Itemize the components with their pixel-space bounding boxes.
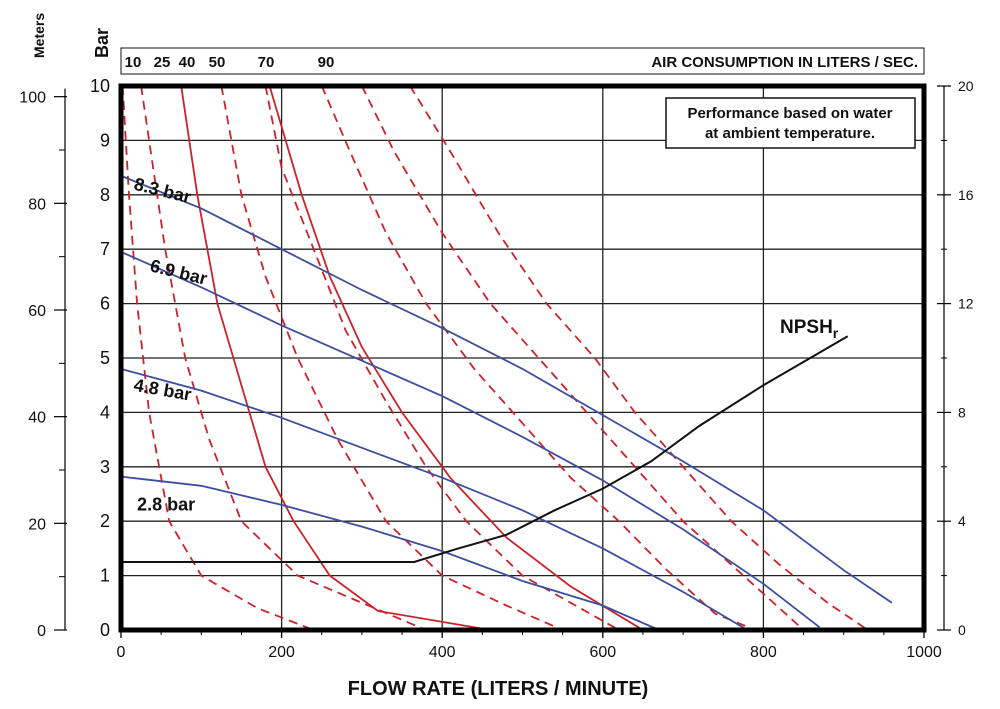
bar-tick-label-0: 0 [100,620,110,640]
pressure-labels: 8.3 bar 6.9 bar 4.8 bar 2.8 bar [132,174,209,514]
meters-tick-label-0: 0 [37,623,46,640]
air-header-label-50: 50 [209,54,226,71]
meters-tick-label-20: 20 [28,516,46,533]
bar-tick-label-3: 3 [100,457,110,477]
x-axis-label: FLOW RATE (LITERS / MINUTE) [348,678,649,700]
bar-axis-label: Bar [92,28,112,58]
air-header-label-25: 25 [154,54,171,71]
note-line-2: at ambient temperature. [705,125,875,142]
npsh-curve [121,335,849,563]
right-tick-label-8: 8 [958,404,966,420]
meters-tick-label-60: 60 [28,303,46,320]
air-consumption-header [120,47,925,75]
bar-tick-label-1: 1 [100,566,110,586]
npsh-label-sub: r [833,325,839,341]
air-curve-50 [220,85,564,631]
bar-tick-label-2: 2 [100,511,110,531]
air-curve-70b [268,85,644,631]
npsh-label-main: NPSH [780,317,833,338]
pressure-curve-2-8-bar [120,475,660,631]
x-tick-label-1000: 1000 [906,644,942,661]
pressure-curves [120,174,893,631]
pressure-label-2-8-bar: 2.8 bar [137,494,195,514]
air-curve-90a [320,85,756,631]
right-tick-label-0: 0 [958,622,966,638]
air-consumption-label: AIR CONSUMPTION IN LITERS / SEC. [651,54,918,71]
right-tick-label-20: 20 [958,78,974,94]
x-tick-label-600: 600 [589,644,616,661]
air-header-label-90: 90 [318,54,335,71]
note-box [665,97,916,149]
grid [121,86,924,630]
npsh-line [121,335,849,563]
air-header-label-40: 40 [179,54,196,71]
air-header-label-70: 70 [258,54,275,71]
x-tick-label-800: 800 [750,644,777,661]
x-tick-label-400: 400 [429,644,456,661]
air-curve-90c [409,85,869,631]
air-curve-10 [121,85,315,631]
air-curve-40 [180,85,491,631]
pressure-curve-4-8-bar [120,368,748,631]
x-tick-label-0: 0 [117,644,126,661]
bar-tick-label-8: 8 [100,185,110,205]
air-curve-90b [361,85,805,631]
air-header-label-10: 10 [125,54,142,71]
bar-tick-label-10: 10 [90,76,110,96]
right-tick-label-16: 16 [958,187,974,203]
meters-axis-label: Meters [31,13,47,58]
meters-tick-label-100: 100 [19,90,46,107]
air-curve-25 [140,85,427,631]
bar-tick-label-4: 4 [100,402,110,422]
npsh-label: NPSHr [780,317,839,341]
bar-tick-label-6: 6 [100,294,110,314]
right-tick-label-4: 4 [958,513,966,529]
meters-tick-label-40: 40 [28,410,46,427]
pressure-label-4-8-bar: 4.8 bar [132,375,193,405]
note-line-1: Performance based on water [687,105,892,122]
pressure-label-6-9-bar: 6.9 bar [148,255,209,288]
air-consumption-curves [121,85,869,631]
meters-tick-label-80: 80 [28,196,46,213]
pressure-curve-8-3-bar [120,174,893,604]
pressure-curve-6-9-bar [120,251,821,629]
bar-tick-label-9: 9 [100,130,110,150]
right-tick-label-12: 12 [958,296,974,312]
pressure-label-8-3-bar: 8.3 bar [132,174,193,207]
bar-tick-label-7: 7 [100,239,110,259]
x-tick-label-200: 200 [268,644,295,661]
bar-tick-label-5: 5 [100,348,110,368]
air-header-labels: 10 25 40 50 70 90 [125,54,335,71]
axes: 0 200 400 600 800 100001234567891002040608010… [19,76,973,661]
